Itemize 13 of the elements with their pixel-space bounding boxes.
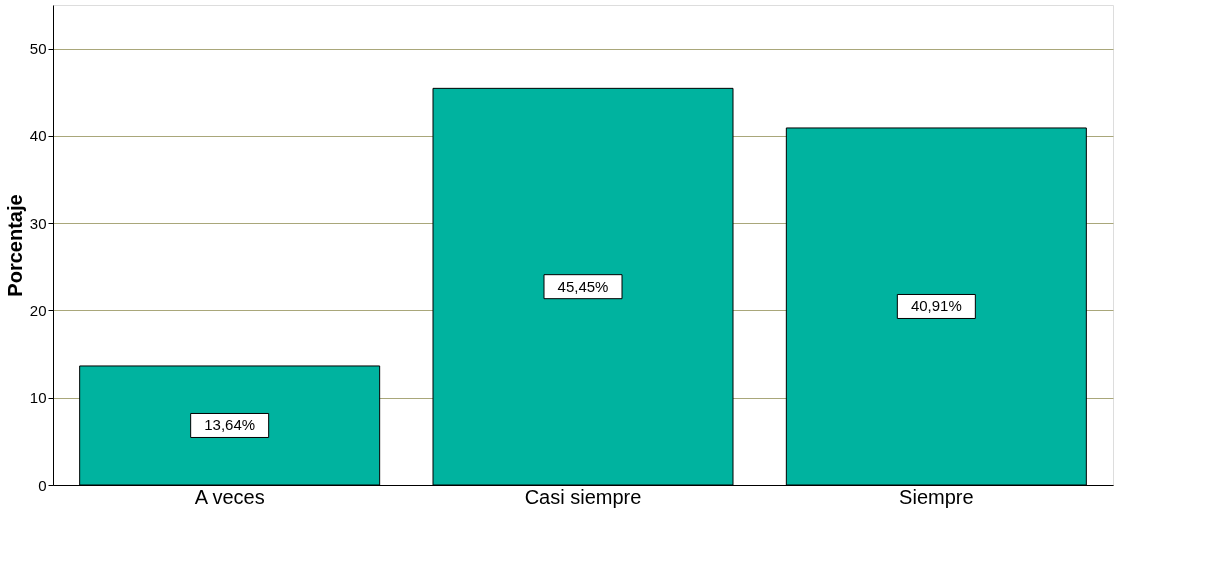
x-tick-label: Casi siempre	[524, 485, 642, 508]
data-label: 40,91%	[910, 297, 962, 315]
x-tick-label: A veces	[194, 485, 265, 508]
y-tick-label: 20	[29, 301, 47, 319]
y-tick-label: 40	[29, 127, 47, 145]
data-label: 13,64%	[204, 416, 256, 434]
y-tick-label: 50	[29, 40, 47, 58]
x-tick-label: Siempre	[899, 485, 974, 508]
y-tick-label: 30	[29, 214, 47, 232]
y-axis-title: Porcentaje	[3, 194, 26, 297]
data-label: 45,45%	[557, 277, 609, 295]
y-tick-label: 10	[29, 389, 47, 407]
y-tick-label: 0	[38, 476, 47, 494]
